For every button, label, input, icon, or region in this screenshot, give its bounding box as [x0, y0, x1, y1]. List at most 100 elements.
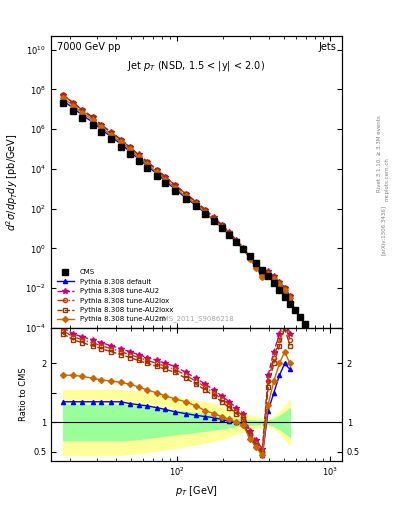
Pythia 8.308 tune-AU2lox [272, 274, 276, 280]
Pythia 8.308 tune-AU2lox [173, 182, 177, 188]
CMS [234, 239, 239, 245]
Legend: CMS, Pythia 8.308 default, Pythia 8.308 tune-AU2, Pythia 8.308 tune-AU2lox, Pyth: CMS, Pythia 8.308 default, Pythia 8.308 … [55, 267, 175, 325]
Pythia 8.308 tune-AU2lox [203, 207, 208, 213]
Pythia 8.308 tune-AU2m [283, 287, 287, 293]
Pythia 8.308 tune-AU2lox [90, 114, 95, 120]
Pythia 8.308 default [90, 119, 95, 125]
Pythia 8.308 tune-AU2 [136, 152, 141, 158]
Pythia 8.308 tune-AU2lox [241, 245, 246, 251]
Pythia 8.308 tune-AU2m [219, 224, 224, 230]
Text: 7000 GeV pp: 7000 GeV pp [57, 41, 120, 52]
CMS [266, 273, 270, 280]
CMS [90, 121, 95, 127]
Pythia 8.308 tune-AU2loxx [183, 191, 188, 197]
Pythia 8.308 tune-AU2lox [136, 152, 141, 158]
Pythia 8.308 default [288, 295, 292, 301]
Pythia 8.308 default [108, 134, 113, 140]
Pythia 8.308 tune-AU2 [119, 137, 123, 143]
Y-axis label: Ratio to CMS: Ratio to CMS [18, 368, 28, 421]
Pythia 8.308 tune-AU2loxx [80, 108, 84, 114]
Pythia 8.308 tune-AU2m [241, 246, 246, 252]
Pythia 8.308 tune-AU2lox [71, 100, 76, 106]
Pythia 8.308 default [119, 141, 123, 147]
Pythia 8.308 tune-AU2loxx [272, 274, 276, 280]
Pythia 8.308 tune-AU2loxx [136, 152, 141, 158]
Pythia 8.308 tune-AU2m [108, 132, 113, 138]
Pythia 8.308 tune-AU2lox [234, 238, 239, 244]
CMS [183, 196, 188, 202]
CMS [155, 173, 160, 179]
Pythia 8.308 tune-AU2 [194, 199, 198, 205]
Pythia 8.308 tune-AU2loxx [61, 92, 66, 98]
Pythia 8.308 tune-AU2loxx [260, 273, 265, 279]
Pythia 8.308 tune-AU2m [227, 231, 232, 238]
Pythia 8.308 default [254, 264, 259, 270]
Pythia 8.308 tune-AU2loxx [283, 285, 287, 291]
Pythia 8.308 tune-AU2m [194, 201, 198, 207]
CMS [173, 187, 177, 194]
Pythia 8.308 default [234, 239, 239, 245]
Pythia 8.308 tune-AU2m [136, 154, 141, 160]
CMS [80, 115, 84, 121]
CMS [325, 359, 330, 365]
Pythia 8.308 tune-AU2m [163, 177, 168, 183]
Pythia 8.308 tune-AU2m [277, 281, 282, 287]
Pythia 8.308 tune-AU2loxx [173, 182, 177, 188]
Pythia 8.308 default [211, 217, 216, 223]
Pythia 8.308 tune-AU2lox [61, 92, 66, 98]
Line: Pythia 8.308 tune-AU2m: Pythia 8.308 tune-AU2m [61, 96, 292, 300]
Line: CMS: CMS [61, 100, 331, 365]
Pythia 8.308 tune-AU2loxx [241, 245, 246, 251]
Pythia 8.308 tune-AU2lox [183, 191, 188, 197]
Pythia 8.308 tune-AU2lox [248, 254, 252, 261]
Text: CMS_2011_S9086218: CMS_2011_S9086218 [159, 315, 234, 322]
Pythia 8.308 default [173, 186, 177, 192]
Line: Pythia 8.308 tune-AU2lox: Pythia 8.308 tune-AU2lox [61, 93, 292, 298]
Pythia 8.308 tune-AU2loxx [266, 269, 270, 275]
Text: Jet $p_{T}$ (NSD, 1.5 < |y| < 2.0): Jet $p_{T}$ (NSD, 1.5 < |y| < 2.0) [127, 59, 266, 73]
Pythia 8.308 tune-AU2 [234, 237, 239, 243]
CMS [136, 158, 141, 164]
Pythia 8.308 tune-AU2 [183, 190, 188, 197]
CMS [99, 129, 104, 135]
Pythia 8.308 default [183, 195, 188, 201]
Pythia 8.308 tune-AU2lox [145, 159, 150, 165]
Text: Jets: Jets [318, 41, 336, 52]
Pythia 8.308 default [71, 105, 76, 111]
CMS [163, 180, 168, 186]
Pythia 8.308 tune-AU2 [155, 166, 160, 173]
CMS [194, 203, 198, 209]
Pythia 8.308 tune-AU2loxx [119, 137, 123, 143]
Pythia 8.308 tune-AU2loxx [219, 222, 224, 228]
Pythia 8.308 tune-AU2 [288, 292, 292, 298]
Pythia 8.308 tune-AU2lox [80, 107, 84, 113]
CMS [203, 211, 208, 217]
Pythia 8.308 tune-AU2lox [194, 199, 198, 205]
CMS [61, 100, 66, 106]
Pythia 8.308 tune-AU2loxx [203, 207, 208, 213]
CMS [227, 232, 232, 238]
Pythia 8.308 tune-AU2m [99, 124, 104, 131]
Pythia 8.308 tune-AU2loxx [163, 174, 168, 180]
Pythia 8.308 tune-AU2m [254, 265, 259, 271]
CMS [108, 136, 113, 142]
Pythia 8.308 tune-AU2m [266, 271, 270, 277]
CMS [241, 246, 246, 252]
Pythia 8.308 tune-AU2loxx [194, 199, 198, 205]
Pythia 8.308 tune-AU2lox [277, 279, 282, 285]
Pythia 8.308 tune-AU2loxx [145, 159, 150, 165]
Line: Pythia 8.308 tune-AU2loxx: Pythia 8.308 tune-AU2loxx [61, 93, 292, 298]
Pythia 8.308 default [248, 255, 252, 261]
Pythia 8.308 default [163, 178, 168, 184]
Pythia 8.308 tune-AU2m [71, 102, 76, 109]
Pythia 8.308 tune-AU2loxx [211, 215, 216, 221]
Pythia 8.308 tune-AU2loxx [108, 130, 113, 136]
Pythia 8.308 default [127, 148, 132, 155]
Pythia 8.308 tune-AU2m [272, 275, 276, 282]
Pythia 8.308 default [145, 163, 150, 169]
CMS [288, 301, 292, 307]
CMS [254, 260, 259, 266]
Pythia 8.308 tune-AU2 [227, 229, 232, 236]
Pythia 8.308 tune-AU2lox [108, 129, 113, 135]
Pythia 8.308 tune-AU2lox [127, 144, 132, 151]
